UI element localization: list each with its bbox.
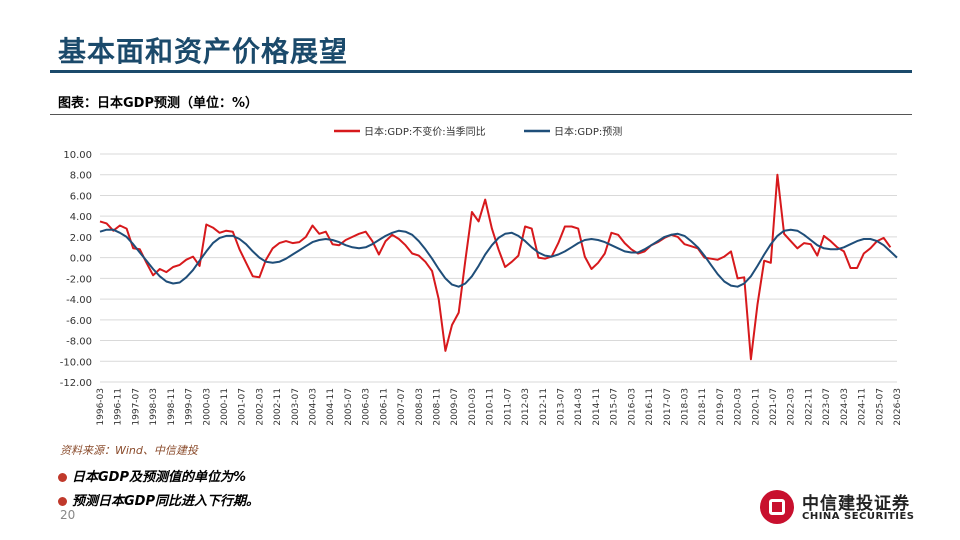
x-tick-label: 2003-07 bbox=[291, 388, 301, 426]
x-tick-label: 1996-11 bbox=[114, 388, 124, 426]
logo-mark-icon bbox=[760, 490, 794, 524]
x-tick-label: 2006-11 bbox=[379, 388, 389, 426]
x-tick-label: 2010-11 bbox=[486, 388, 496, 426]
x-tick-label: 1998-03 bbox=[149, 388, 159, 426]
x-tick-label: 2017-07 bbox=[663, 388, 673, 426]
x-tick-label: 2005-07 bbox=[344, 388, 354, 426]
y-tick-label: 6.00 bbox=[70, 191, 92, 202]
x-tick-label: 2000-11 bbox=[220, 388, 230, 426]
y-tick-label: 0.00 bbox=[70, 254, 92, 265]
y-tick-label: -6.00 bbox=[66, 316, 92, 327]
note-text: 预测日本GDP同比进入下行期。 bbox=[72, 494, 259, 509]
y-tick-label: 2.00 bbox=[70, 233, 92, 244]
y-tick-label: -8.00 bbox=[66, 337, 92, 348]
x-tick-label: 2011-07 bbox=[503, 388, 513, 426]
x-tick-label: 1999-07 bbox=[185, 388, 195, 426]
title-divider bbox=[50, 70, 912, 73]
y-tick-label: -10.00 bbox=[60, 357, 92, 368]
x-tick-label: 2020-03 bbox=[734, 388, 744, 426]
x-tick-label: 2008-11 bbox=[433, 388, 443, 426]
x-tick-label: 2020-11 bbox=[751, 388, 761, 426]
x-tick-label: 2007-07 bbox=[397, 388, 407, 426]
x-axis-ticks: 1996-03 1996-11 1997-07 1998-03 1998-11 1999-… bbox=[96, 388, 903, 426]
note-item: 预测日本GDP同比进入下行期。 bbox=[58, 490, 259, 509]
legend: 日本:GDP:不变价:当季同比 日本:GDP:预测 bbox=[334, 125, 622, 138]
x-tick-label: 2024-11 bbox=[858, 388, 868, 426]
brand-logo: 中信建投证券 CHINA SECURITIES bbox=[760, 488, 920, 528]
x-tick-label: 1996-03 bbox=[96, 388, 106, 426]
x-tick-label: 2008-03 bbox=[415, 388, 425, 426]
x-tick-label: 2022-11 bbox=[804, 388, 814, 426]
grid-layer bbox=[100, 153, 897, 383]
x-tick-label: 2004-11 bbox=[326, 388, 336, 426]
x-tick-label: 2025-07 bbox=[875, 388, 885, 426]
legend-label: 日本:GDP:不变价:当季同比 bbox=[364, 125, 486, 138]
x-tick-label: 1998-11 bbox=[167, 388, 177, 426]
source-note: 资料来源：Wind、中信建投 bbox=[60, 444, 198, 457]
y-tick-label: 10.00 bbox=[63, 150, 92, 161]
note-text: 日本GDP及预测值的单位为% bbox=[72, 470, 247, 485]
x-tick-label: 2002-11 bbox=[273, 388, 283, 426]
x-tick-label: 2004-03 bbox=[309, 388, 319, 426]
legend-label: 日本:GDP:预测 bbox=[554, 125, 622, 138]
x-tick-label: 2013-07 bbox=[556, 388, 566, 426]
y-axis-ticks: 10.00 8.00 6.00 4.00 2.00 0.00 -2.00 -4.00 -6.00… bbox=[60, 150, 92, 389]
x-tick-label: 2001-07 bbox=[238, 388, 248, 426]
series-line-actual bbox=[99, 173, 892, 361]
x-tick-label: 2018-11 bbox=[698, 388, 708, 426]
x-tick-label: 2010-03 bbox=[468, 388, 478, 426]
x-tick-label: 2012-03 bbox=[521, 388, 531, 426]
y-tick-label: -4.00 bbox=[66, 295, 92, 306]
x-tick-label: 2018-03 bbox=[680, 388, 690, 426]
y-tick-label: 8.00 bbox=[70, 171, 92, 182]
x-tick-label: 2016-11 bbox=[645, 388, 655, 426]
y-tick-label: 4.00 bbox=[70, 212, 92, 223]
x-tick-label: 2021-07 bbox=[769, 388, 779, 426]
x-tick-label: 2012-11 bbox=[539, 388, 549, 426]
x-tick-label: 2023-07 bbox=[822, 388, 832, 426]
note-item: 日本GDP及预测值的单位为% bbox=[58, 466, 246, 485]
x-tick-label: 2016-03 bbox=[627, 388, 637, 426]
x-tick-label: 1997-07 bbox=[131, 388, 141, 426]
logo-text-en: CHINA SECURITIES bbox=[802, 511, 915, 522]
figure-caption: 图表：日本GDP预测（单位：%） bbox=[58, 96, 259, 111]
x-tick-label: 2009-07 bbox=[450, 388, 460, 426]
page-title: 基本面和资产价格展望 bbox=[58, 35, 349, 68]
x-tick-label: 2022-03 bbox=[787, 388, 797, 426]
x-tick-label: 2014-03 bbox=[574, 388, 584, 426]
x-tick-label: 2015-07 bbox=[610, 388, 620, 426]
y-tick-label: -2.00 bbox=[66, 274, 92, 285]
bullet-dot-icon bbox=[58, 473, 67, 482]
x-tick-label: 2000-03 bbox=[202, 388, 212, 426]
logo-text-cn: 中信建投证券 bbox=[802, 494, 910, 514]
x-tick-label: 2002-03 bbox=[255, 388, 265, 426]
x-tick-label: 2006-03 bbox=[362, 388, 372, 426]
x-tick-label: 2024-03 bbox=[840, 388, 850, 426]
x-tick-label: 2026-03 bbox=[893, 388, 903, 426]
x-tick-label: 2019-07 bbox=[716, 388, 726, 426]
series-layer bbox=[99, 173, 898, 361]
bullet-dot-icon bbox=[58, 497, 67, 506]
y-tick-label: -12.00 bbox=[60, 378, 92, 389]
series-line-forecast bbox=[99, 228, 898, 288]
page-number: 20 bbox=[60, 508, 76, 522]
x-tick-label: 2014-11 bbox=[592, 388, 602, 426]
caption-divider bbox=[50, 114, 912, 115]
